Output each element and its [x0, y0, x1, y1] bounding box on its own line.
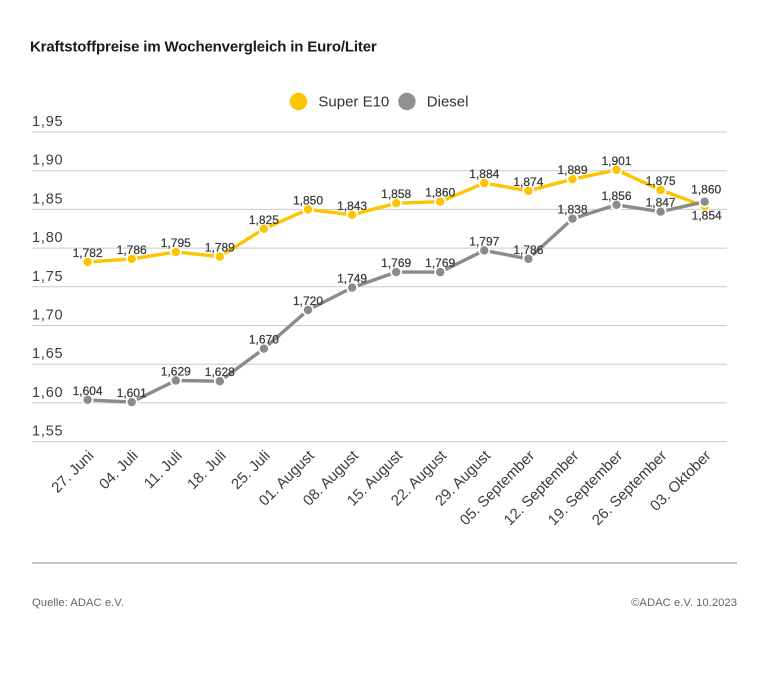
svg-text:1,95: 1,95 — [32, 114, 63, 130]
svg-text:1,875: 1,875 — [646, 174, 676, 188]
svg-text:Diesel: Diesel — [427, 93, 469, 110]
svg-text:©ADAC e.V. 10.2023: ©ADAC e.V. 10.2023 — [631, 597, 737, 609]
svg-text:1,901: 1,901 — [601, 154, 631, 168]
svg-text:1,749: 1,749 — [337, 272, 367, 286]
svg-text:1,60: 1,60 — [32, 385, 63, 401]
svg-text:1,860: 1,860 — [691, 183, 721, 197]
svg-text:1,85: 1,85 — [32, 191, 63, 207]
svg-text:1,601: 1,601 — [117, 386, 147, 400]
svg-text:1,843: 1,843 — [337, 199, 367, 213]
svg-text:1,629: 1,629 — [161, 365, 191, 379]
svg-text:1,858: 1,858 — [381, 187, 411, 201]
svg-text:1,628: 1,628 — [205, 365, 235, 379]
svg-text:1,884: 1,884 — [469, 167, 499, 181]
svg-text:1,70: 1,70 — [32, 308, 63, 324]
svg-text:1,854: 1,854 — [692, 208, 722, 222]
svg-text:1,856: 1,856 — [601, 189, 631, 203]
svg-text:1,786: 1,786 — [117, 243, 147, 257]
svg-text:1,850: 1,850 — [293, 193, 323, 207]
svg-text:1,90: 1,90 — [32, 153, 63, 169]
svg-text:1,847: 1,847 — [646, 196, 676, 210]
svg-text:1,786: 1,786 — [513, 243, 543, 257]
svg-text:1,670: 1,670 — [249, 333, 279, 347]
svg-text:Kraftstoffpreise im Wochenverg: Kraftstoffpreise im Wochenvergleich in E… — [30, 39, 377, 56]
svg-text:1,797: 1,797 — [469, 234, 499, 248]
svg-text:1,65: 1,65 — [32, 346, 63, 362]
svg-text:Quelle: ADAC e.V.: Quelle: ADAC e.V. — [32, 597, 124, 609]
svg-text:1,860: 1,860 — [425, 186, 455, 200]
svg-text:1,720: 1,720 — [293, 294, 323, 308]
svg-text:1,838: 1,838 — [557, 203, 587, 217]
svg-text:1,874: 1,874 — [513, 175, 543, 189]
svg-text:1,782: 1,782 — [73, 246, 103, 260]
svg-text:1,80: 1,80 — [32, 230, 63, 246]
svg-text:1,55: 1,55 — [32, 424, 63, 440]
svg-text:1,604: 1,604 — [73, 384, 103, 398]
svg-text:1,769: 1,769 — [381, 256, 411, 270]
svg-text:Super E10: Super E10 — [318, 93, 389, 110]
svg-text:1,825: 1,825 — [249, 213, 279, 227]
svg-text:1,75: 1,75 — [32, 269, 63, 285]
svg-text:1,889: 1,889 — [557, 163, 587, 177]
svg-text:1,789: 1,789 — [205, 241, 235, 255]
svg-text:1,769: 1,769 — [425, 256, 455, 270]
svg-text:1,795: 1,795 — [161, 236, 191, 250]
